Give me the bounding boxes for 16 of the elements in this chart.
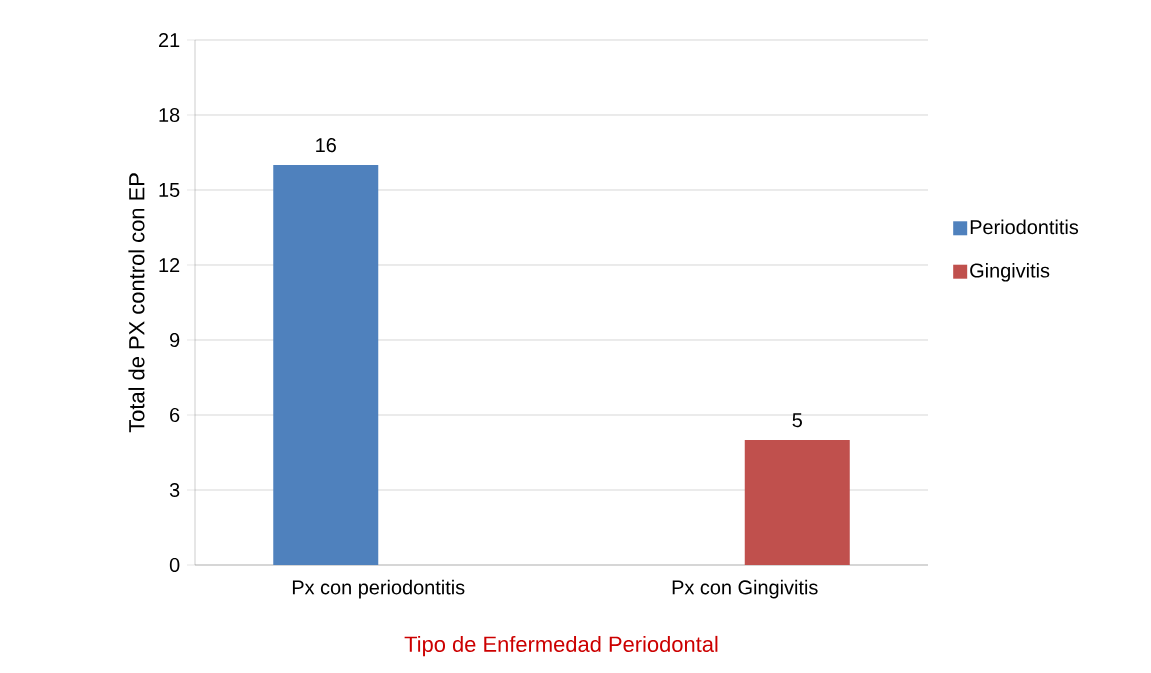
data-label: 5: [792, 413, 802, 428]
y-tick-label: 9: [170, 332, 180, 348]
legend-label: Gingivitis: [970, 262, 1050, 282]
legend-label: Periodontitis: [970, 219, 1079, 235]
y-tick-label: 6: [170, 407, 180, 423]
y-tick-label: 15: [159, 183, 180, 197]
y-tick-label: 18: [159, 107, 180, 123]
y-tick-label: 3: [169, 482, 180, 498]
y-axis-title: Total de PX control con EP: [128, 173, 145, 433]
x-axis-title: Tipo de Enfermedad Periodontal: [404, 635, 718, 657]
y-tick-label: 0: [169, 557, 180, 573]
y-tick-label: 21: [159, 33, 180, 47]
y-tick-label: 12: [159, 258, 180, 272]
x-tick-label: Px con Gingivitis: [672, 579, 818, 599]
x-tick-label: Px con periodontitis: [292, 579, 465, 599]
data-label: 16: [316, 138, 336, 153]
